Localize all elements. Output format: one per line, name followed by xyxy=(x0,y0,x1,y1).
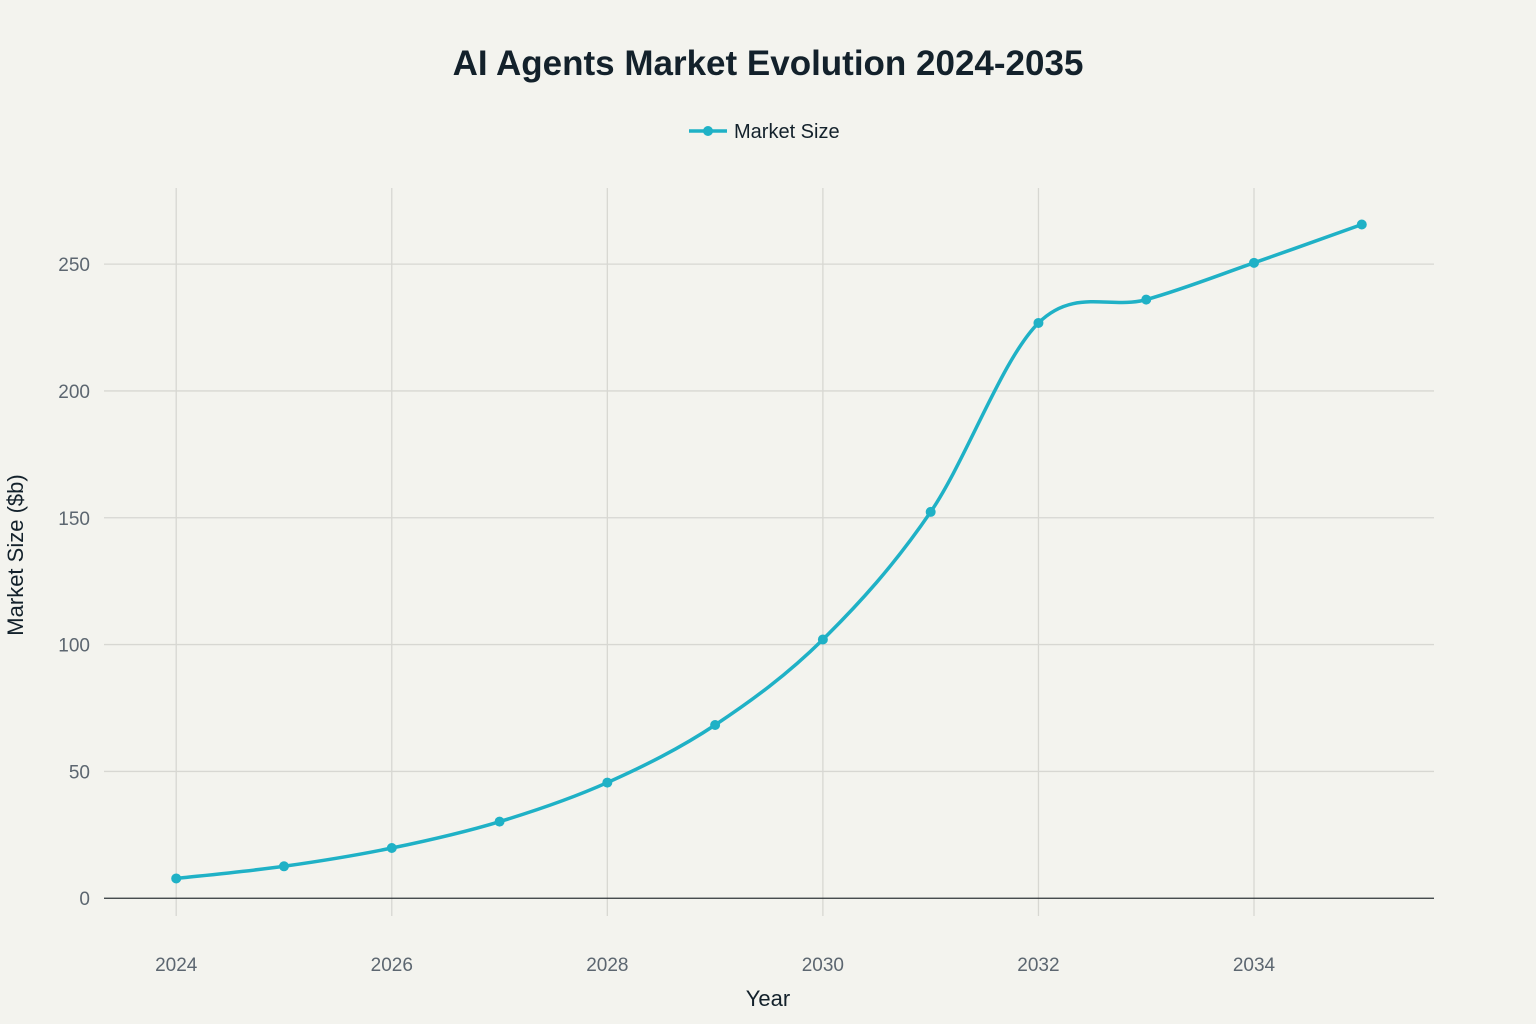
data-point[interactable] xyxy=(602,777,613,788)
data-point[interactable] xyxy=(494,816,505,827)
y-tick-label: 150 xyxy=(58,509,90,530)
x-tick-label: 2030 xyxy=(802,955,844,976)
y-tick-label: 250 xyxy=(58,255,90,276)
data-point[interactable] xyxy=(278,861,289,872)
y-axis-title: Market Size ($b) xyxy=(3,474,28,635)
series-market-size xyxy=(171,219,1367,884)
y-tick-label: 100 xyxy=(58,636,90,657)
legend[interactable]: Market Size xyxy=(689,121,840,143)
data-point[interactable] xyxy=(1356,219,1367,230)
data-point[interactable] xyxy=(171,873,182,884)
gridlines xyxy=(104,188,1434,916)
x-tick-label: 2026 xyxy=(371,955,413,976)
legend-label: Market Size xyxy=(734,121,840,143)
data-point[interactable] xyxy=(817,634,828,645)
data-point[interactable] xyxy=(1141,294,1152,305)
data-point[interactable] xyxy=(710,719,721,730)
chart-title: AI Agents Market Evolution 2024-2035 xyxy=(453,44,1084,83)
axes: 2024 2026 2028 2030 2032 2034 0 50 100 150 200 250 xyxy=(58,255,1434,976)
data-point[interactable] xyxy=(1249,257,1260,268)
y-tick-label: 200 xyxy=(58,382,90,403)
data-point[interactable] xyxy=(386,843,397,854)
x-axis-title: Year xyxy=(746,986,790,1011)
x-tick-label: 2024 xyxy=(155,955,198,976)
x-tick-label: 2032 xyxy=(1017,955,1059,976)
data-point[interactable] xyxy=(925,506,936,517)
y-tick-label: 50 xyxy=(69,762,90,783)
data-point[interactable] xyxy=(1033,317,1044,328)
legend-marker-swatch xyxy=(703,126,713,136)
series-line-market-size xyxy=(174,222,1364,881)
x-tick-label: 2034 xyxy=(1233,955,1276,976)
y-tick-label: 0 xyxy=(79,889,90,910)
x-tick-label: 2028 xyxy=(586,955,628,976)
